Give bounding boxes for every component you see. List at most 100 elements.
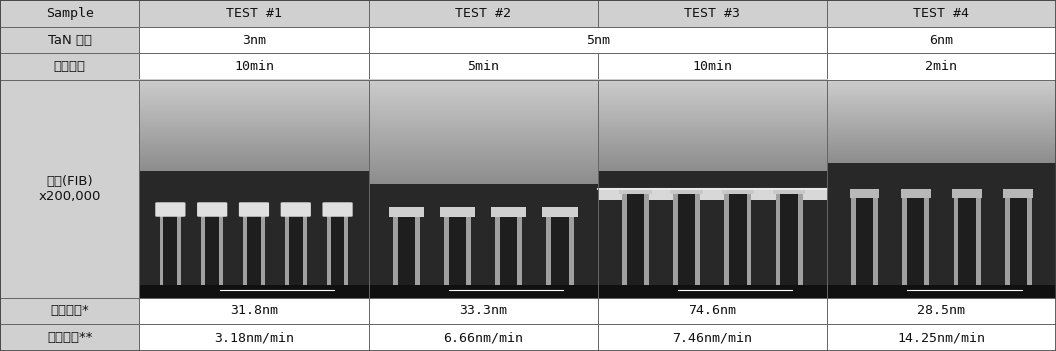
Bar — [902, 196, 907, 285]
Text: 도금시간: 도금시간 — [54, 60, 86, 73]
Bar — [369, 285, 598, 298]
Text: 단면(FIB)
x200,000: 단면(FIB) x200,000 — [38, 175, 101, 203]
Bar — [671, 189, 703, 194]
Bar — [1004, 196, 1032, 285]
Bar — [873, 196, 879, 285]
Bar — [1004, 196, 1010, 285]
Text: 표면두께*: 표면두께* — [51, 304, 89, 318]
Bar — [954, 196, 959, 285]
Bar — [568, 211, 573, 285]
Text: 6.66nm/min: 6.66nm/min — [444, 331, 523, 344]
Bar — [954, 196, 981, 285]
Bar — [775, 189, 780, 285]
Bar — [369, 324, 598, 351]
Bar — [827, 53, 1056, 80]
Bar — [598, 53, 827, 80]
Text: 3nm: 3nm — [242, 33, 266, 47]
Bar — [466, 211, 471, 285]
Bar — [389, 207, 423, 217]
Bar — [369, 27, 827, 53]
Text: 74.6nm: 74.6nm — [689, 304, 736, 318]
Bar — [0, 0, 139, 27]
Bar — [139, 324, 369, 351]
FancyBboxPatch shape — [239, 202, 269, 217]
Bar — [827, 163, 1056, 285]
Bar — [326, 211, 331, 285]
Bar — [850, 189, 880, 198]
Bar — [369, 298, 598, 324]
Bar — [902, 196, 929, 285]
Bar — [598, 0, 827, 27]
Bar — [827, 285, 1056, 298]
Bar — [326, 211, 348, 285]
Bar — [0, 324, 139, 351]
Bar — [924, 196, 929, 285]
Bar — [901, 189, 930, 198]
Bar — [673, 189, 700, 285]
Bar — [202, 211, 223, 285]
Text: 2min: 2min — [925, 60, 958, 73]
Bar — [219, 211, 223, 285]
Bar — [543, 207, 578, 217]
Bar — [598, 171, 827, 285]
Bar — [285, 211, 306, 285]
Bar — [139, 0, 369, 27]
Bar — [444, 211, 471, 285]
Bar — [1003, 189, 1033, 198]
Text: TEST #3: TEST #3 — [684, 7, 740, 20]
Bar — [369, 53, 598, 80]
Bar — [598, 80, 827, 298]
Bar — [393, 211, 398, 285]
Bar — [159, 211, 164, 285]
FancyBboxPatch shape — [322, 202, 353, 217]
Bar — [243, 211, 247, 285]
Bar — [159, 211, 182, 285]
Bar — [139, 298, 369, 324]
Bar — [369, 80, 598, 185]
Bar — [546, 211, 573, 285]
Bar — [953, 189, 982, 198]
Bar — [546, 211, 551, 285]
Text: 28.5nm: 28.5nm — [918, 304, 965, 318]
Bar — [797, 189, 803, 285]
Text: TaN 두께: TaN 두께 — [48, 33, 92, 47]
Bar — [303, 211, 306, 285]
Bar — [495, 211, 501, 285]
Bar — [369, 185, 598, 285]
Bar — [644, 189, 649, 285]
Bar — [851, 196, 856, 285]
Text: 10min: 10min — [693, 60, 732, 73]
Bar — [285, 211, 289, 285]
Text: 7.46nm/min: 7.46nm/min — [673, 331, 752, 344]
Bar — [139, 285, 369, 298]
Text: 33.3nm: 33.3nm — [459, 304, 507, 318]
Bar — [202, 211, 205, 285]
Bar — [598, 324, 827, 351]
Bar — [444, 211, 449, 285]
Bar — [673, 189, 678, 285]
Bar — [773, 189, 806, 194]
Bar — [517, 211, 523, 285]
Text: 6nm: 6nm — [929, 33, 954, 47]
Bar — [747, 189, 752, 285]
Bar — [0, 27, 139, 53]
Bar — [495, 211, 523, 285]
Text: 3.18nm/min: 3.18nm/min — [214, 331, 294, 344]
Bar — [139, 80, 369, 298]
Bar — [139, 53, 369, 80]
Bar — [827, 324, 1056, 351]
FancyBboxPatch shape — [281, 202, 310, 217]
Text: 5nm: 5nm — [586, 33, 609, 47]
Bar — [1026, 196, 1032, 285]
Text: 도금속도**: 도금속도** — [46, 331, 93, 344]
Bar — [369, 0, 598, 27]
Bar — [827, 27, 1056, 53]
Bar — [415, 211, 420, 285]
Bar — [598, 189, 827, 200]
Bar — [344, 211, 348, 285]
Text: TEST #1: TEST #1 — [226, 7, 282, 20]
Text: 31.8nm: 31.8nm — [230, 304, 278, 318]
Bar — [393, 211, 420, 285]
Bar — [261, 211, 265, 285]
Text: TEST #2: TEST #2 — [455, 7, 511, 20]
